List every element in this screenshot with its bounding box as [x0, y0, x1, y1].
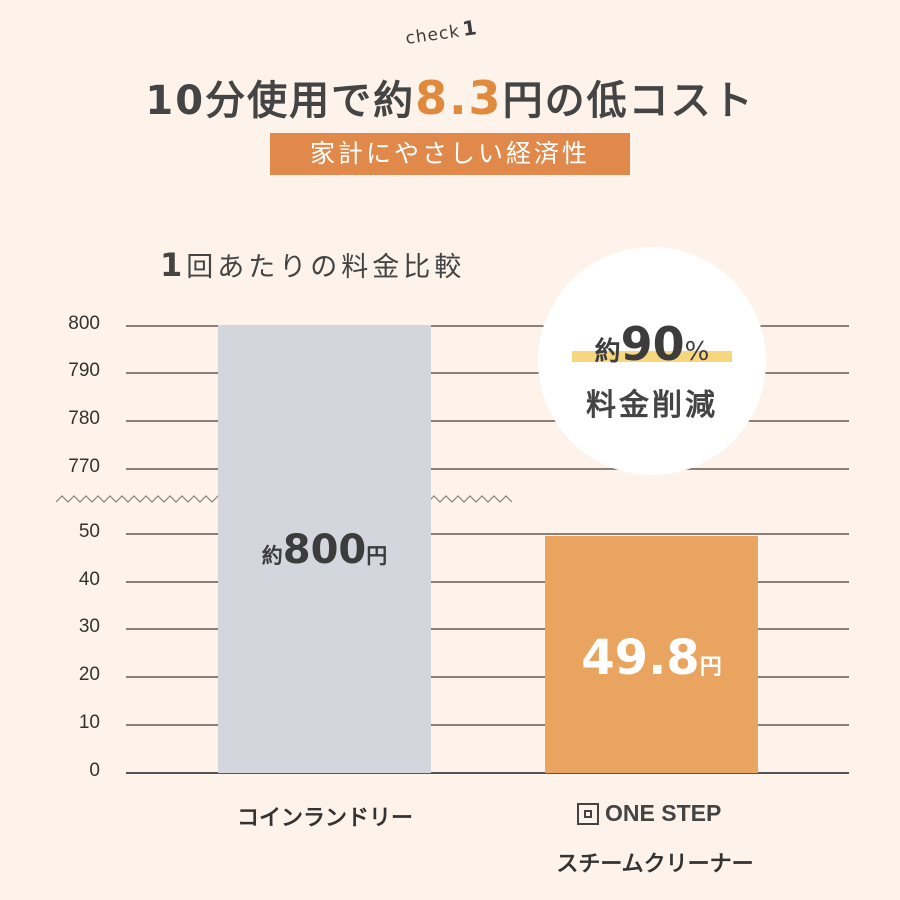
subtitle-badge: 家計にやさしい経済性	[270, 133, 630, 175]
gridline	[126, 676, 849, 678]
gridline	[126, 325, 849, 327]
one-step-logo-icon	[577, 802, 599, 825]
y-tick: 790	[68, 360, 100, 381]
gridline	[126, 724, 849, 726]
brand-logo: ONE STEP	[577, 800, 721, 827]
check-label: check1	[404, 15, 480, 49]
y-tick: 50	[78, 521, 100, 542]
gridline	[126, 581, 849, 583]
page-title: 10分使用で約8.3円の低コスト	[145, 71, 755, 125]
coin-value-label: 約800円	[261, 527, 388, 573]
gridline	[126, 372, 849, 374]
y-tick: 20	[78, 664, 100, 685]
bar-steam-cleaner	[545, 536, 758, 773]
gridline	[126, 628, 849, 630]
x-label-coin-laundry: コインランドリー	[236, 806, 413, 831]
savings-callout: 約90% 料金削減	[538, 247, 766, 475]
y-tick: 770	[68, 456, 100, 477]
gridline	[126, 533, 849, 535]
highlight-marker	[572, 351, 732, 362]
title-highlight: 8.3	[415, 71, 503, 125]
chart-title: 1回あたりの料金比較	[160, 246, 466, 284]
steam-value-label: 49.8円	[581, 630, 722, 686]
x-axis-line	[126, 772, 849, 774]
x-label-steam-cleaner: スチームクリーナー	[556, 852, 754, 877]
bar-coin-laundry	[218, 325, 431, 773]
y-tick: 0	[89, 760, 100, 781]
y-tick: 40	[78, 569, 100, 590]
y-tick: 780	[68, 408, 100, 429]
y-tick: 800	[68, 313, 100, 334]
axis-break-wave-icon	[56, 495, 513, 503]
gridline	[126, 420, 849, 422]
y-tick: 10	[78, 712, 100, 733]
gridline	[126, 468, 849, 470]
y-tick: 30	[78, 616, 100, 637]
